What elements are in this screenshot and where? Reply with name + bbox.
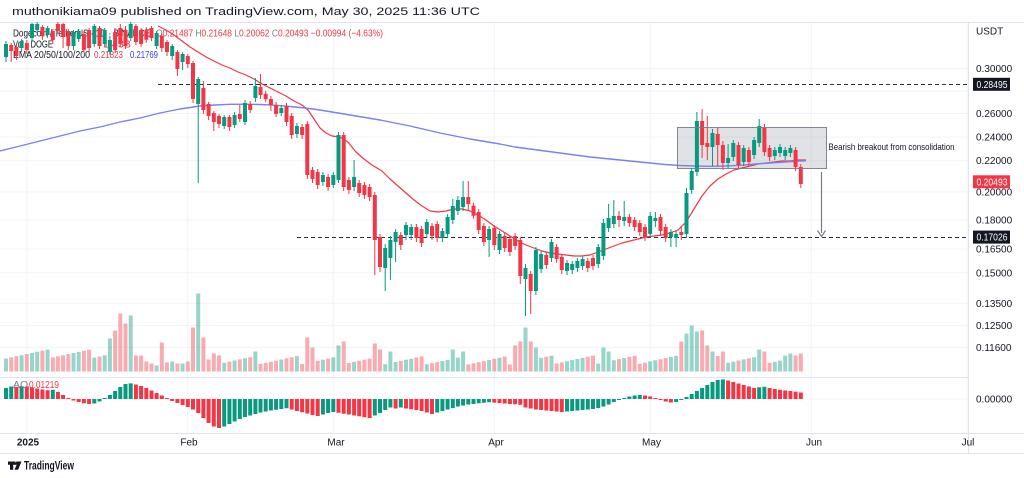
svg-text:May: May [642,438,661,449]
svg-text:0.13500: 0.13500 [976,299,1013,310]
svg-text:Apr: Apr [488,438,504,449]
svg-text:Bearish breakout from consolid: Bearish breakout from consolidation [829,142,955,153]
svg-text:USDT: USDT [976,27,1003,38]
svg-text:0.21769: 0.21769 [130,50,158,61]
svg-text:Dogecoin / TetherUS · 1D · BIN: Dogecoin / TetherUS · 1D · BINANCE [13,29,150,40]
svg-text:0.21823: 0.21823 [94,50,123,61]
svg-text:0.26000: 0.26000 [976,109,1013,120]
svg-text:0.12500: 0.12500 [976,321,1013,332]
svg-text:0.18000: 0.18000 [976,216,1013,227]
svg-text:0.20493: 0.20493 [977,177,1008,188]
svg-text:Jul: Jul [962,438,975,449]
svg-text:0.01219: 0.01219 [29,379,59,391]
svg-text:AO: AO [13,379,28,391]
svg-text:Jun: Jun [806,438,822,449]
svg-text:0.17026: 0.17026 [977,233,1008,244]
svg-text:EMA 20/50/100/200: EMA 20/50/100/200 [13,50,90,61]
svg-text:Mar: Mar [327,438,345,449]
svg-text:0.00000: 0.00000 [976,395,1013,406]
svg-text:2025: 2025 [17,438,40,449]
svg-text:0.22000: 0.22000 [976,156,1013,167]
svg-text:0.11600: 0.11600 [976,343,1012,354]
svg-text:0.30000: 0.30000 [976,64,1013,75]
svg-text:0.28495: 0.28495 [977,80,1008,91]
svg-text:Vol · DOGE: Vol · DOGE [13,40,53,51]
svg-text:1.43B: 1.43B [103,40,131,51]
svg-text:muthonikiama09 published on Tr: muthonikiama09 published on TradingView.… [12,6,480,18]
svg-text:0.20000: 0.20000 [976,187,1013,198]
svg-text:0.24000: 0.24000 [976,133,1013,144]
svg-text:Feb: Feb [180,438,198,449]
svg-text:O0.21487 H0.21648 L0.20062 C0.: O0.21487 H0.21648 L0.20062 C0.20493 −0.0… [156,29,383,40]
svg-text:0.16500: 0.16500 [976,245,1013,256]
svg-text:0.15000: 0.15000 [976,268,1013,279]
svg-text:TradingView: TradingView [24,461,74,473]
